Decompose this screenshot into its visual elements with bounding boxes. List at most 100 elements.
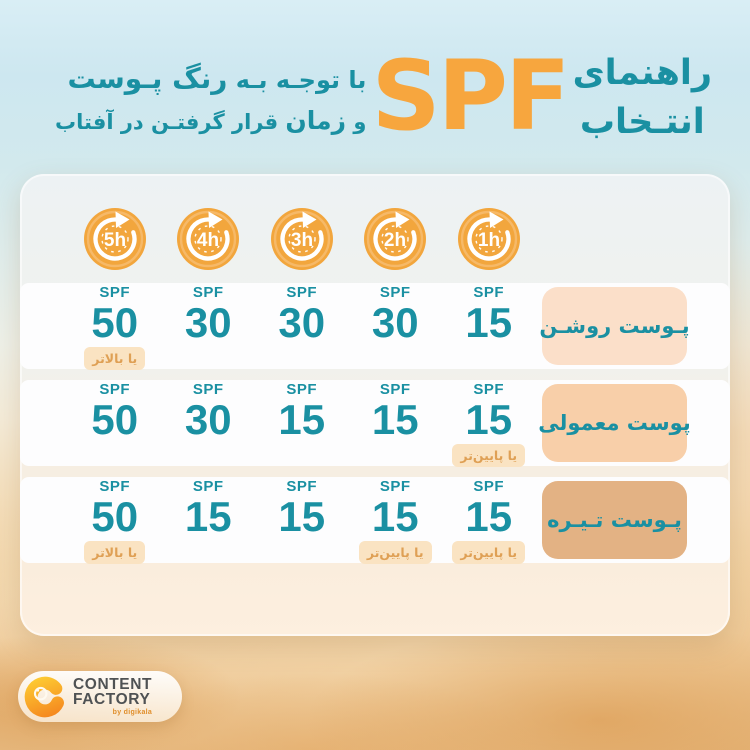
header: راهنمای انتـخاب SPF با توجـه بـه رنگ پـو… — [0, 38, 750, 158]
clock-timer-icon: 2h — [364, 208, 427, 270]
subtitle-line-1: با توجـه بـه رنگ پـوست — [55, 61, 367, 95]
arrow-head — [208, 211, 223, 228]
spf-caption: SPF — [473, 477, 505, 495]
spf-caption: SPF — [99, 380, 131, 398]
spf-cell: SPF 15 یا پایین‌تر — [442, 477, 536, 565]
title-line-2: انتـخاب — [579, 102, 705, 142]
table-rows: SPF 50 یا بالاتر SPF 30 • SPF 30 • SPF 3… — [20, 283, 730, 565]
spf-qualifier-badge: یا پایین‌تر — [358, 541, 432, 565]
spf-cell: SPF 50 یا بالاتر — [68, 477, 162, 565]
skin-type-label: پوست معمولی — [538, 384, 691, 462]
spf-cell: SPF 50 یا بالاتر — [68, 283, 162, 371]
spf-cell: SPF 15 • — [162, 477, 256, 563]
arrow-head — [302, 211, 317, 228]
duration-column: 3h — [255, 208, 349, 270]
logo-text: CONTENT FACTORY by digikala — [73, 677, 152, 717]
spf-cell: SPF 50 • — [68, 380, 162, 466]
spf-value: 30 — [184, 395, 232, 443]
spf-value: 15 — [371, 492, 419, 540]
duration-column: 2h — [349, 208, 443, 270]
spf-value: 50 — [91, 395, 139, 443]
spf-cell: SPF 30 • — [349, 283, 443, 369]
subtitle-line-2-emphasis: زمان — [285, 105, 347, 135]
spf-value: 15 — [465, 492, 513, 540]
spf-headline: SPF — [371, 40, 570, 152]
spf-qualifier-badge: یا بالاتر — [84, 347, 146, 371]
spf-caption: SPF — [286, 283, 318, 301]
spf-value: 30 — [184, 298, 232, 346]
spf-cell: SPF 15 • — [442, 283, 536, 369]
logo-byline: by digikala — [112, 709, 153, 717]
duration-column: 4h — [162, 208, 256, 270]
duration-label: 1h — [478, 230, 500, 251]
camera-lens-icon — [33, 686, 48, 700]
row-cells: SPF 50 یا بالاتر SPF 15 • SPF 15 • SPF 1… — [68, 477, 536, 565]
spf-value: 30 — [278, 298, 326, 346]
subtitle-line-2: و زمان قرار گرفتـن در آفتاب — [55, 106, 366, 135]
duration-label: 2h — [384, 230, 406, 251]
spf-cell: SPF 15 • — [349, 380, 443, 466]
spf-value: 15 — [184, 492, 232, 540]
skin-type-label: پـوست روشـن — [539, 287, 690, 365]
table-row: SPF 50 یا بالاتر SPF 30 • SPF 30 • SPF 3… — [20, 283, 730, 371]
arrow-head — [395, 211, 410, 228]
row-cells: SPF 50 یا بالاتر SPF 30 • SPF 30 • SPF 3… — [68, 283, 536, 371]
duration-column: 1h — [442, 208, 536, 270]
arrow-head — [115, 211, 130, 228]
spf-cell: SPF 15 • — [255, 477, 349, 563]
spf-cell: SPF 30 • — [255, 283, 349, 369]
logo-line-1: CONTENT — [73, 675, 153, 693]
spf-caption: SPF — [379, 283, 411, 301]
spf-caption: SPF — [192, 477, 224, 495]
logo-line-2: FACTORY — [73, 691, 151, 709]
duration-label: 3h — [291, 230, 313, 251]
spf-cell: SPF 15 یا پایین‌تر — [349, 477, 443, 565]
duration-label: 5h — [104, 230, 126, 251]
row-cells: SPF 50 • SPF 30 • SPF 15 • SPF 15 • SPF … — [68, 380, 536, 468]
subtitle-line-2-text: و — [346, 109, 367, 134]
clock-timer-icon: 1h — [457, 208, 520, 270]
page-title: راهنمای انتـخاب — [573, 49, 712, 147]
spf-value: 15 — [371, 395, 419, 443]
subtitle-line-1-text: با توجـه بـه — [227, 65, 367, 94]
spf-value: 15 — [278, 492, 326, 540]
page-subtitle: با توجـه بـه رنگ پـوست و زمان قرار گرفتـ… — [55, 62, 366, 135]
spf-caption: SPF — [473, 380, 505, 398]
clock-timer-icon: 3h — [270, 208, 333, 270]
spf-qualifier-badge: یا پایین‌تر — [452, 541, 526, 565]
content-factory-logo: CONTENT FACTORY by digikala — [18, 671, 182, 722]
clock-timer-icon: 4h — [177, 208, 240, 270]
subtitle-line-1-emphasis: رنگ پـوست — [67, 61, 228, 95]
table-row: SPF 50 یا بالاتر SPF 15 • SPF 15 • SPF 1… — [20, 477, 730, 565]
spf-caption: SPF — [192, 380, 224, 398]
spf-caption: SPF — [99, 283, 131, 301]
content-factory-c-icon — [24, 676, 66, 717]
spf-caption: SPF — [286, 380, 318, 398]
duration-label: 4h — [197, 230, 219, 251]
spf-value: 30 — [371, 298, 419, 346]
spf-caption: SPF — [286, 477, 318, 495]
spf-table-card: 5h 4h 3h 2h — [20, 174, 730, 636]
spf-value: 15 — [278, 395, 326, 443]
spf-value: 15 — [465, 395, 513, 443]
skin-type-label: پـوست تـیـره — [542, 481, 687, 559]
spf-caption: SPF — [99, 477, 131, 495]
clock-row: 5h 4h 3h 2h — [20, 208, 730, 270]
spf-cell: SPF 15 • — [255, 380, 349, 466]
spf-value: 15 — [465, 298, 513, 346]
spf-cell: SPF 15 یا پایین‌تر — [442, 380, 536, 468]
table-row: SPF 50 • SPF 30 • SPF 15 • SPF 15 • SPF … — [20, 380, 730, 468]
duration-column: 5h — [68, 208, 162, 270]
spf-value: 50 — [91, 298, 139, 346]
spf-caption: SPF — [192, 283, 224, 301]
spf-caption: SPF — [473, 283, 505, 301]
subtitle-line-2-rest: قرار گرفتـن در آفتاب — [55, 109, 286, 134]
spf-value: 50 — [91, 492, 139, 540]
clock-timer-icon: 5h — [83, 208, 146, 270]
spf-cell: SPF 30 • — [162, 283, 256, 369]
arrow-head — [489, 211, 504, 228]
spf-qualifier-badge: یا بالاتر — [84, 541, 146, 565]
spf-caption: SPF — [379, 380, 411, 398]
spf-caption: SPF — [379, 477, 411, 495]
spf-cell: SPF 30 • — [162, 380, 256, 466]
